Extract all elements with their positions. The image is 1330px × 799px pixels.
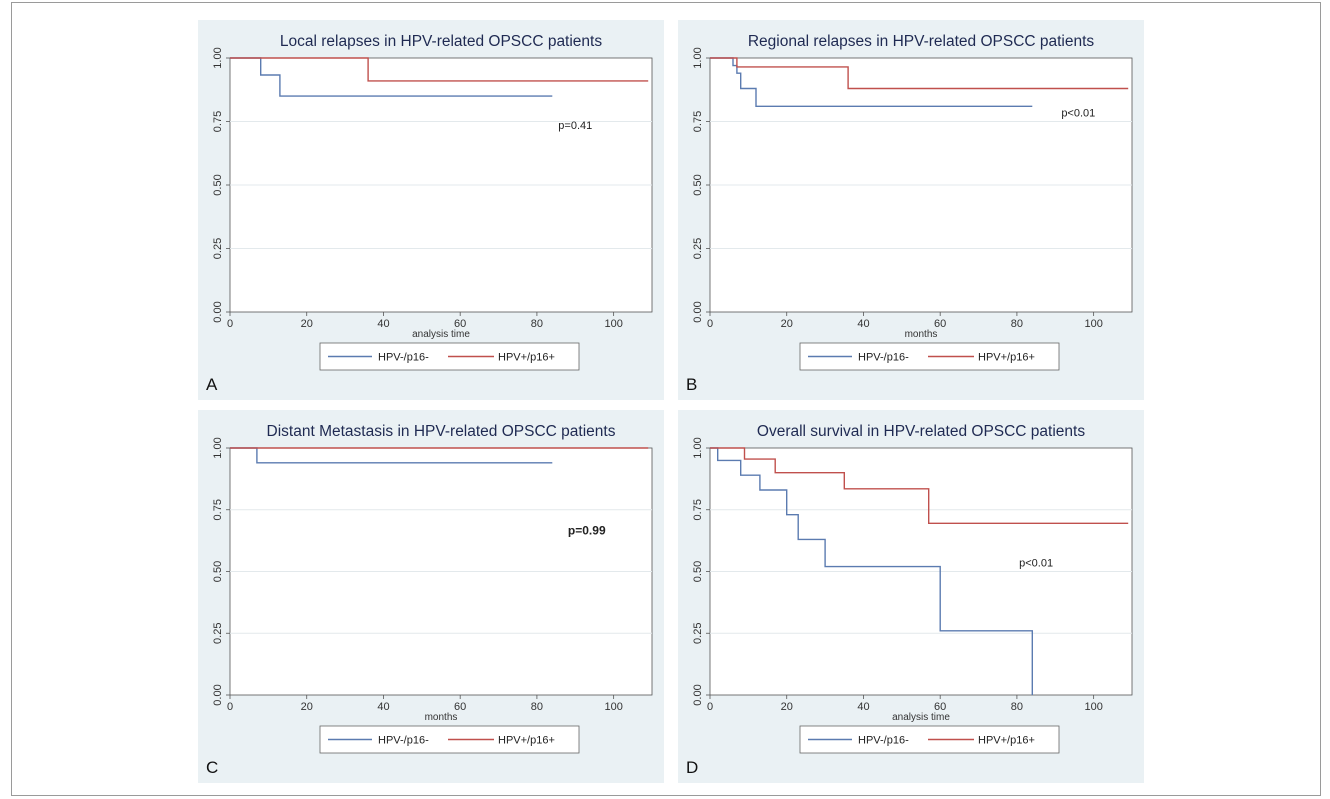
chart-svg: Overall survival in HPV-related OPSCC pa… <box>686 423 1133 777</box>
y-tick-label: 0.25 <box>212 623 224 644</box>
panel-b: Regional relapses in HPV-related OPSCC p… <box>678 20 1144 400</box>
y-tick-label: 0.00 <box>692 684 704 705</box>
y-tick-label: 0.00 <box>212 301 224 322</box>
x-tick-label: 80 <box>531 318 543 330</box>
legend-label: HPV-/p16- <box>378 735 429 747</box>
x-tick-label: 0 <box>707 318 713 330</box>
legend-label: HPV+/p16+ <box>978 735 1035 747</box>
chart-title: Local relapses in HPV-related OPSCC pati… <box>280 33 602 50</box>
x-tick-label: 60 <box>454 701 466 713</box>
x-axis-label: analysis time <box>412 329 470 340</box>
x-tick-label: 100 <box>604 318 622 330</box>
y-tick-label: 0.75 <box>692 111 704 132</box>
legend-label: HPV+/p16+ <box>978 352 1035 364</box>
x-tick-label: 20 <box>301 318 313 330</box>
panel-letter: A <box>206 375 218 394</box>
legend-label: HPV-/p16- <box>378 352 429 364</box>
x-tick-label: 100 <box>604 701 622 713</box>
x-tick-label: 40 <box>857 701 869 713</box>
x-tick-label: 40 <box>377 318 389 330</box>
x-tick-label: 100 <box>1084 701 1102 713</box>
x-tick-label: 20 <box>301 701 313 713</box>
chart-svg: Local relapses in HPV-related OPSCC pati… <box>206 33 653 394</box>
x-axis-label: months <box>425 712 458 723</box>
legend-label: HPV-/p16- <box>858 352 909 364</box>
x-tick-label: 20 <box>781 701 793 713</box>
y-tick-label: 0.00 <box>212 684 224 705</box>
panel-c: Distant Metastasis in HPV-related OPSCC … <box>198 410 664 783</box>
x-tick-label: 60 <box>454 318 466 330</box>
y-tick-label: 1.00 <box>212 437 224 458</box>
y-tick-label: 0.75 <box>212 111 224 132</box>
x-tick-label: 80 <box>531 701 543 713</box>
x-tick-label: 40 <box>377 701 389 713</box>
chart-title: Distant Metastasis in HPV-related OPSCC … <box>267 423 616 440</box>
y-tick-label: 1.00 <box>692 437 704 458</box>
x-tick-label: 80 <box>1011 318 1023 330</box>
y-tick-label: 0.50 <box>212 174 224 195</box>
figure-frame <box>11 2 1321 796</box>
legend-label: HPV+/p16+ <box>498 352 555 364</box>
x-tick-label: 100 <box>1084 318 1102 330</box>
p-value-annotation: p<0.01 <box>1019 558 1053 570</box>
chart-title: Overall survival in HPV-related OPSCC pa… <box>757 423 1085 440</box>
x-tick-label: 40 <box>857 318 869 330</box>
series-line <box>710 57 1129 90</box>
y-tick-label: 1.00 <box>692 47 704 68</box>
chart-svg: Regional relapses in HPV-related OPSCC p… <box>686 33 1133 394</box>
x-tick-label: 0 <box>227 318 233 330</box>
chart-svg: Distant Metastasis in HPV-related OPSCC … <box>206 423 653 777</box>
chart-title: Regional relapses in HPV-related OPSCC p… <box>748 33 1095 50</box>
series-line <box>710 447 1129 525</box>
series-line <box>710 447 1033 695</box>
y-tick-label: 0.00 <box>692 301 704 322</box>
y-tick-label: 0.50 <box>212 561 224 582</box>
panel-letter: B <box>686 375 697 394</box>
y-tick-label: 0.25 <box>692 238 704 259</box>
y-tick-label: 0.75 <box>212 499 224 520</box>
x-tick-label: 80 <box>1011 701 1023 713</box>
y-tick-label: 0.25 <box>692 623 704 644</box>
legend-label: HPV+/p16+ <box>498 735 555 747</box>
p-value-annotation: p<0.01 <box>1061 107 1095 119</box>
x-axis-label: months <box>905 329 938 340</box>
panel-d: Overall survival in HPV-related OPSCC pa… <box>678 410 1144 783</box>
series-line <box>230 57 649 82</box>
y-tick-label: 0.50 <box>692 561 704 582</box>
series-line <box>710 57 1033 108</box>
y-tick-label: 0.25 <box>212 238 224 259</box>
legend-label: HPV-/p16- <box>858 735 909 747</box>
x-tick-label: 0 <box>707 701 713 713</box>
x-axis-label: analysis time <box>892 712 950 723</box>
panel-a: Local relapses in HPV-related OPSCC pati… <box>198 20 664 400</box>
p-value-annotation: p=0.99 <box>568 523 606 537</box>
x-tick-label: 20 <box>781 318 793 330</box>
y-tick-label: 0.75 <box>692 499 704 520</box>
y-tick-label: 1.00 <box>212 47 224 68</box>
y-tick-label: 0.50 <box>692 174 704 195</box>
x-tick-label: 0 <box>227 701 233 713</box>
panel-letter: C <box>206 758 218 777</box>
p-value-annotation: p=0.41 <box>558 120 592 132</box>
x-tick-label: 60 <box>934 318 946 330</box>
x-tick-label: 60 <box>934 701 946 713</box>
panel-letter: D <box>686 758 698 777</box>
